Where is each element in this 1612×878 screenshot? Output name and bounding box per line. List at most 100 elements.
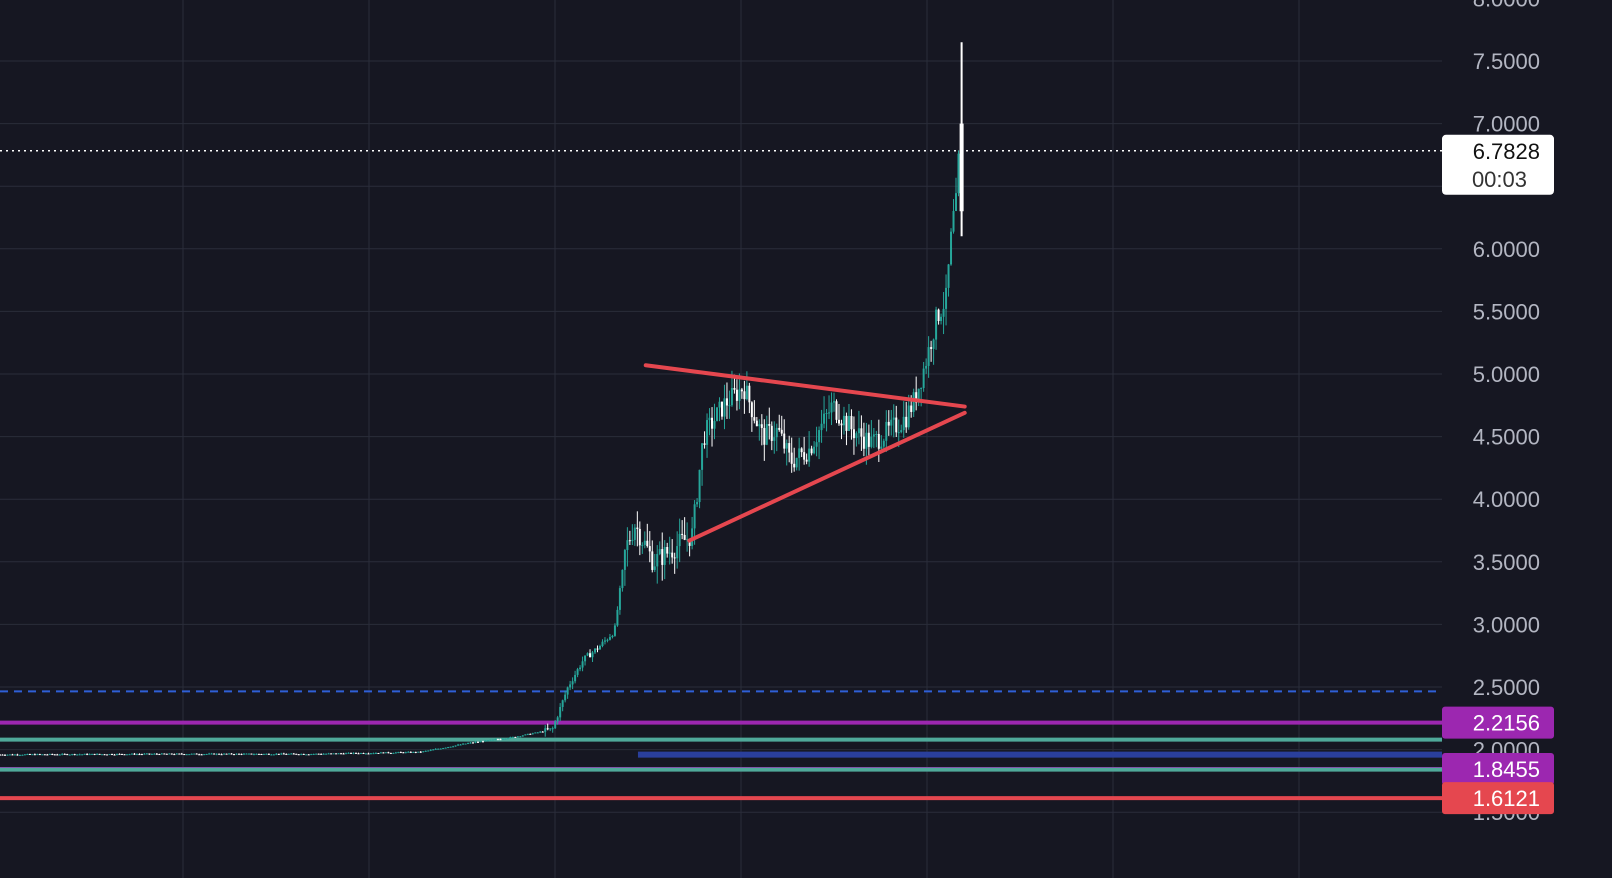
level-tag-label: 1.6121: [1473, 786, 1540, 811]
candle-body: [920, 387, 923, 389]
candle-body: [173, 754, 176, 756]
candle-body: [803, 452, 806, 460]
candle-body: [850, 415, 853, 430]
candle-body: [277, 753, 280, 755]
y-tick-label: 6.0000: [1473, 237, 1540, 262]
level-tag: 1.8455: [1442, 752, 1554, 785]
candle-body: [58, 754, 61, 756]
candle-body: [359, 753, 362, 755]
candle-body: [733, 388, 736, 390]
candle-body: [474, 741, 477, 743]
candle-body: [842, 415, 845, 426]
candle-body: [459, 744, 462, 746]
candle-body: [800, 448, 803, 453]
candle-body: [945, 287, 948, 309]
candle-body: [424, 750, 427, 752]
candle-body: [362, 753, 365, 755]
candle-body: [357, 753, 360, 755]
candle-body: [708, 417, 711, 421]
candle-body: [494, 739, 497, 741]
candle-body: [128, 754, 131, 756]
candle-body: [623, 550, 626, 570]
candle-body: [496, 739, 499, 741]
candle-body: [481, 741, 484, 743]
candle-body: [638, 528, 641, 546]
candle-body: [882, 440, 885, 447]
candle-body: [213, 753, 216, 755]
candle-body: [499, 739, 502, 741]
candle-body: [464, 743, 467, 745]
candle-body: [41, 754, 44, 756]
candle-body: [598, 646, 601, 650]
candle-body: [61, 753, 64, 755]
price-axis[interactable]: 8.00007.50007.00006.50006.00005.50005.00…: [1442, 0, 1612, 878]
candle-body: [957, 153, 960, 194]
candle-body: [885, 421, 888, 441]
candle-body: [877, 434, 880, 449]
candle-body: [469, 742, 472, 744]
candle-body: [551, 728, 554, 730]
candle-body: [1, 754, 4, 756]
candle-body: [666, 546, 669, 554]
price-tags: 6.7828 00:03 2.2156 1.8455 1.6121: [1442, 134, 1554, 815]
candle-body: [872, 434, 875, 437]
candle-body: [235, 753, 238, 755]
candle-body: [922, 368, 925, 388]
candle-body: [419, 751, 422, 753]
y-tick-label: 5.5000: [1473, 299, 1540, 324]
candle-body: [773, 437, 776, 441]
candle-body: [720, 401, 723, 417]
candle-body: [51, 753, 54, 755]
candle-body: [429, 749, 432, 751]
candle-body: [145, 753, 148, 755]
last-price-tag-bg: [1442, 134, 1554, 195]
candle-body: [656, 553, 659, 567]
candle-body: [335, 753, 338, 755]
candle-body: [910, 405, 913, 412]
candle-body: [571, 681, 574, 685]
candle-body: [369, 753, 372, 755]
candle-body: [915, 392, 918, 403]
candle-body: [940, 316, 943, 321]
candle-body: [18, 754, 21, 756]
y-tick-label: 3.5000: [1473, 550, 1540, 575]
candle-body: [768, 424, 771, 426]
candle-body: [735, 389, 738, 401]
candle-body: [932, 339, 935, 349]
candle-body: [581, 661, 584, 668]
candle-body: [671, 552, 674, 558]
candle-body: [355, 752, 358, 754]
candle-body: [743, 391, 746, 400]
candle-body: [818, 430, 821, 443]
candle-body: [31, 754, 34, 756]
candle-body: [556, 717, 559, 722]
candle-body: [332, 753, 335, 755]
candle-body: [927, 347, 930, 366]
candle-body: [200, 754, 203, 756]
candle-body: [628, 540, 631, 542]
candle-body: [521, 735, 524, 737]
candle-body: [825, 413, 828, 415]
candle-body: [98, 753, 101, 755]
candle-body: [564, 694, 567, 701]
level-tag-bg: [1442, 706, 1554, 739]
candle-body: [917, 388, 920, 403]
candle-body: [76, 754, 79, 756]
candle-body: [828, 412, 831, 414]
candle-body: [178, 753, 181, 755]
candle-body: [218, 753, 221, 755]
candle-body: [847, 415, 850, 431]
candle-body: [160, 753, 163, 755]
candle-body: [91, 753, 94, 755]
candle-body: [912, 392, 915, 412]
candle-body: [947, 264, 950, 288]
candle-body: [345, 753, 348, 755]
candle-body: [892, 417, 895, 420]
candle-body: [183, 754, 186, 756]
candle-body: [950, 231, 953, 265]
candle-body: [618, 588, 621, 610]
candle-body: [486, 740, 489, 742]
candle-body: [83, 753, 86, 755]
candle-body: [340, 753, 343, 755]
